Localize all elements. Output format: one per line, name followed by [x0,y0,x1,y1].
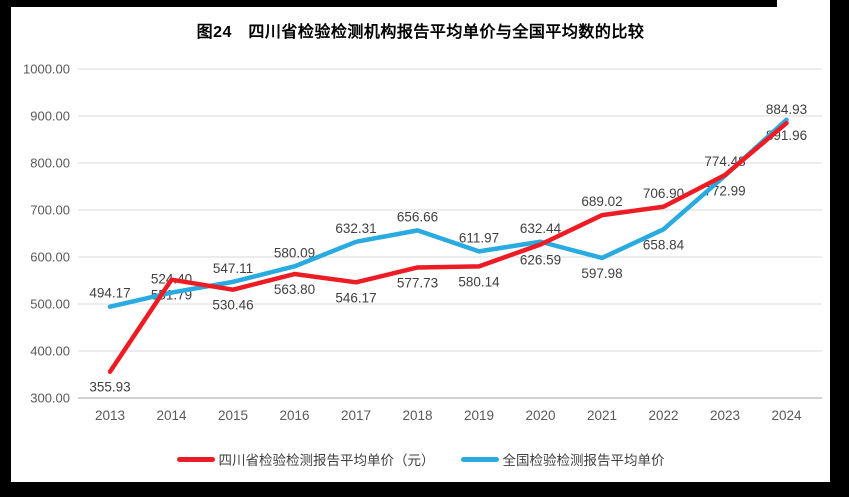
x-tick-label: 2024 [771,408,802,423]
x-tick-label: 2021 [587,408,617,423]
x-tick-label: 2016 [279,408,309,423]
y-axis-labels-group: 300.00 400.00 500.00 600.00 700.00 800.00 900.… [23,62,70,406]
data-label-sichuan: 626.59 [520,253,561,268]
data-label-sichuan: 546.17 [335,290,376,305]
data-label-national: 494.17 [89,286,130,301]
x-tick-label: 2023 [710,408,740,423]
series-line-sichuan [107,120,789,374]
y-tick-label: 700.00 [30,203,70,218]
data-label-national: 580.09 [274,245,315,260]
data-label-sichuan: 355.93 [89,380,130,395]
x-tick-label: 2019 [464,408,494,423]
data-label-sichuan: 577.73 [397,275,438,290]
x-tick-label: 2018 [402,408,432,423]
x-tick-label: 2014 [156,408,187,423]
data-label-national: 632.44 [520,221,562,236]
data-label-national: 658.84 [643,237,685,252]
data-label-national: 597.98 [581,266,622,281]
x-tick-label: 2013 [95,408,125,423]
data-label-sichuan: 563.80 [274,282,315,297]
data-label-sichuan: 580.14 [458,274,500,289]
y-tick-label: 800.00 [30,156,70,171]
y-tick-label: 600.00 [30,250,70,265]
y-tick-label: 500.00 [30,297,70,312]
y-tick-label: 1000.00 [23,62,70,77]
panel-top-right-notch [777,0,830,9]
data-label-national: 547.11 [213,261,253,276]
data-label-national: 656.66 [397,209,438,224]
y-tick-label: 300.00 [30,391,70,406]
y-tick-label: 900.00 [30,109,70,124]
data-label-national: 632.31 [335,221,376,236]
series-line-national [107,117,789,309]
x-tick-label: 2020 [525,408,555,423]
x-tick-label: 2022 [648,408,678,423]
gridlines-group [78,68,822,399]
y-tick-label: 400.00 [30,344,70,359]
data-label-sichuan: 689.02 [581,194,622,209]
x-axis-labels-group: 2013 2014 2015 2016 2017 2018 2019 2020 2021 2022… [95,408,802,423]
data-label-sichuan: 530.46 [212,298,253,313]
data-label-sichuan: 884.93 [766,102,807,117]
series-lines-group [107,117,789,374]
x-tick-label: 2017 [341,408,371,423]
chart-panel [11,7,830,482]
data-label-national: 611.97 [459,230,499,245]
data-label-sichuan: 706.90 [643,186,684,201]
x-tick-label: 2015 [218,408,248,423]
